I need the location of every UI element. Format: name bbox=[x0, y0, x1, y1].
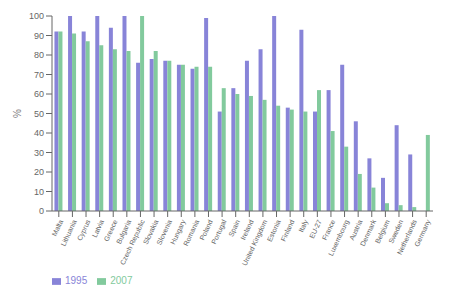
svg-text:Latvia: Latvia bbox=[91, 218, 105, 238]
svg-text:Denmark: Denmark bbox=[358, 218, 378, 248]
svg-text:%: % bbox=[12, 109, 23, 118]
svg-text:Bulgaria: Bulgaria bbox=[115, 218, 133, 245]
svg-text:50: 50 bbox=[34, 109, 44, 119]
svg-text:Luxembourg: Luxembourg bbox=[327, 218, 350, 257]
svg-text:Poland: Poland bbox=[198, 218, 214, 242]
svg-text:Ireland: Ireland bbox=[239, 218, 255, 241]
svg-text:90: 90 bbox=[34, 31, 44, 41]
svg-text:France: France bbox=[320, 218, 337, 242]
svg-text:Czech Republic: Czech Republic bbox=[118, 218, 146, 266]
svg-text:60: 60 bbox=[34, 89, 44, 99]
svg-text:Slovenia: Slovenia bbox=[155, 218, 174, 246]
svg-text:0: 0 bbox=[39, 206, 44, 216]
svg-text:20: 20 bbox=[34, 167, 44, 177]
svg-text:10: 10 bbox=[34, 187, 44, 197]
svg-text:Malta: Malta bbox=[51, 218, 65, 237]
svg-text:100: 100 bbox=[29, 11, 44, 21]
html-text:1995: 1995 bbox=[65, 275, 88, 286]
svg-text:Portugal: Portugal bbox=[210, 218, 228, 245]
svg-text:Hungary: Hungary bbox=[169, 218, 187, 246]
svg-text:40: 40 bbox=[34, 128, 44, 138]
svg-text:Spain: Spain bbox=[227, 218, 242, 238]
svg-text:Cyprus: Cyprus bbox=[76, 218, 93, 242]
html-text:2007: 2007 bbox=[110, 275, 133, 286]
svg-text:30: 30 bbox=[34, 148, 44, 158]
svg-text:Estonia: Estonia bbox=[265, 218, 282, 243]
svg-text:Lithuania: Lithuania bbox=[59, 218, 77, 247]
svg-text:United Kingdom: United Kingdom bbox=[241, 218, 269, 267]
svg-text:Austria: Austria bbox=[348, 218, 364, 242]
svg-text:Sweden: Sweden bbox=[387, 218, 405, 245]
svg-text:Italy: Italy bbox=[297, 218, 310, 233]
svg-text:Finland: Finland bbox=[279, 218, 295, 242]
svg-text:Romania: Romania bbox=[182, 218, 200, 246]
svg-text:70: 70 bbox=[34, 70, 44, 80]
svg-text:Germany: Germany bbox=[413, 218, 433, 248]
svg-text:Belgium: Belgium bbox=[373, 218, 391, 245]
svg-text:80: 80 bbox=[34, 50, 44, 60]
svg-text:EU-27: EU-27 bbox=[308, 218, 323, 239]
svg-text:Slovakia: Slovakia bbox=[141, 218, 160, 246]
svg-text:Netherlands: Netherlands bbox=[396, 218, 419, 256]
svg-text:Greece: Greece bbox=[102, 218, 119, 243]
